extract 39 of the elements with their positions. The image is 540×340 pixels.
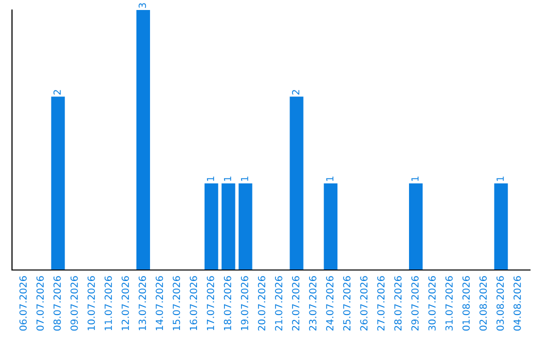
data-label: 1 [496,176,504,181]
data-label: 1 [411,176,419,181]
x-tick-label: 16.07.2026 [190,276,198,330]
x-tick-label: 08.07.2026 [53,276,61,331]
x-tick-label: 29.07.2026 [411,276,419,331]
x-tick-label: 31.07.2026 [445,276,453,330]
x-tick-label: 13.07.2026 [138,276,146,330]
data-label: 2 [292,90,300,95]
data-label: 1 [241,176,248,181]
x-tick-label: 23.07.2026 [309,276,316,331]
x-tick-label: 10.07.2026 [88,276,95,330]
x-tick-label: 26.07.2026 [360,276,368,331]
data-label: 3 [138,3,146,8]
x-tick-label: 02.08.2026 [479,276,487,331]
x-tick-label: 06.07.2026 [19,276,27,331]
x-tick-label: 01.08.2026 [462,276,470,331]
x-tick-label: 19.07.2026 [240,276,248,330]
x-tick-label: 25.07.2026 [343,276,350,331]
x-tick-label: 28.07.2026 [394,276,402,331]
x-tick-label: 11.07.2026 [104,276,112,330]
x-tick-label: 12.07.2026 [122,276,129,330]
x-tick-label: 03.08.2026 [496,276,504,331]
data-label: 1 [326,176,334,181]
x-tick-label: 04.08.2026 [514,276,521,331]
data-label: 2 [53,90,61,95]
data-label: 1 [224,176,232,181]
x-tick-label: 18.07.2026 [224,276,232,330]
x-tick-label: 30.07.2026 [428,276,436,330]
x-tick-label: 14.07.2026 [156,276,164,330]
x-tick-label: 27.07.2026 [377,276,385,331]
data-label: 1 [206,176,214,181]
x-tick-label: 21.07.2026 [274,276,282,331]
x-tick-label: 15.07.2026 [172,276,180,330]
x-tick-label: 24.07.2026 [326,276,334,331]
x-tick-label: 17.07.2026 [206,276,214,330]
x-tick-label: 07.07.2026 [36,276,44,331]
x-tick-label: 20.07.2026 [258,276,266,331]
x-tick-label: 22.07.2026 [292,276,300,331]
x-tick-label: 09.07.2026 [70,276,78,331]
